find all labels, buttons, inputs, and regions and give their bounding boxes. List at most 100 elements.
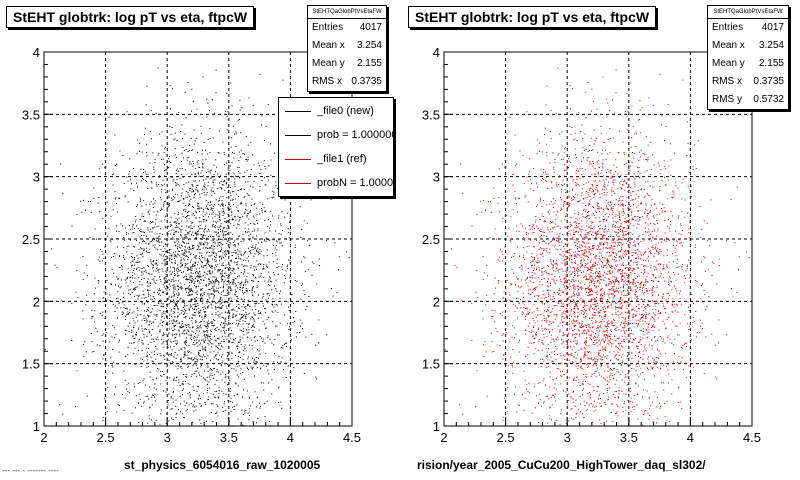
- data-point: [211, 325, 213, 326]
- data-point: [254, 335, 256, 337]
- data-point: [223, 393, 225, 395]
- data-point: [245, 208, 246, 210]
- data-point: [159, 197, 161, 198]
- data-point: [184, 133, 186, 135]
- data-point: [245, 280, 247, 282]
- data-point: [581, 174, 583, 175]
- data-point: [585, 333, 587, 335]
- data-point: [127, 313, 129, 314]
- data-point: [209, 280, 211, 282]
- data-point: [274, 338, 276, 340]
- data-point: [244, 269, 245, 271]
- data-point: [138, 340, 140, 342]
- data-point: [103, 258, 105, 260]
- data-point: [190, 163, 192, 165]
- data-point: [206, 242, 208, 244]
- data-point: [596, 306, 598, 308]
- data-point: [181, 348, 183, 350]
- data-point: [568, 333, 570, 335]
- data-point: [154, 223, 156, 225]
- data-point: [131, 260, 133, 262]
- data-point: [210, 333, 212, 335]
- data-point: [251, 280, 252, 281]
- data-point: [202, 247, 204, 249]
- data-point: [154, 396, 155, 398]
- data-point: [148, 294, 150, 295]
- data-point: [179, 322, 181, 324]
- data-point: [197, 336, 199, 338]
- data-point: [226, 294, 228, 296]
- data-point: [169, 299, 171, 301]
- data-point: [256, 214, 258, 216]
- data-point: [191, 234, 192, 236]
- data-point: [706, 222, 708, 224]
- data-point: [190, 290, 192, 292]
- data-point: [288, 306, 289, 308]
- data-point: [133, 327, 135, 329]
- data-point: [610, 209, 612, 211]
- data-point: [123, 257, 124, 259]
- data-point: [545, 329, 547, 330]
- data-point: [161, 241, 163, 243]
- data-point: [259, 336, 261, 337]
- data-point: [223, 164, 225, 165]
- data-point: [187, 350, 189, 352]
- data-point: [202, 166, 204, 168]
- data-point: [165, 380, 167, 381]
- data-point: [225, 329, 227, 331]
- data-point: [191, 299, 192, 301]
- data-point: [196, 341, 198, 343]
- data-point: [149, 241, 151, 243]
- data-point: [173, 295, 175, 297]
- data-point: [602, 167, 604, 169]
- data-point: [267, 225, 269, 227]
- data-point: [184, 352, 186, 354]
- data-point: [286, 266, 288, 267]
- data-point: [150, 261, 152, 263]
- data-point: [299, 319, 301, 321]
- data-point: [160, 409, 162, 411]
- data-point: [290, 339, 292, 341]
- data-point: [264, 280, 266, 282]
- data-point: [220, 255, 222, 257]
- data-point: [150, 396, 152, 398]
- data-point: [232, 316, 234, 318]
- data-point: [189, 268, 191, 270]
- data-point: [609, 351, 611, 353]
- data-point: [560, 371, 562, 373]
- data-point: [203, 219, 205, 221]
- data-point: [106, 411, 108, 413]
- data-point: [601, 316, 603, 318]
- data-point: [190, 334, 192, 336]
- data-point: [180, 257, 182, 259]
- data-point: [198, 327, 200, 329]
- data-point: [214, 282, 216, 284]
- data-point: [185, 327, 187, 328]
- data-point: [653, 181, 655, 183]
- data-point: [277, 387, 279, 389]
- y-tick-label: 2: [433, 294, 440, 309]
- data-point: [216, 368, 218, 370]
- data-point: [277, 402, 279, 403]
- data-point: [284, 314, 286, 316]
- data-point: [178, 330, 180, 332]
- data-point: [222, 262, 224, 264]
- data-point: [171, 335, 173, 337]
- data-point: [271, 196, 273, 198]
- data-point: [566, 215, 568, 217]
- stats-label: Mean x: [312, 40, 345, 51]
- data-point: [183, 356, 185, 358]
- data-point: [239, 177, 241, 179]
- data-point: [195, 343, 197, 345]
- data-point: [83, 355, 85, 357]
- data-point: [254, 269, 256, 271]
- data-point: [503, 297, 505, 299]
- data-point: [237, 204, 239, 206]
- data-point: [262, 265, 264, 267]
- data-point: [138, 327, 140, 329]
- data-point: [191, 88, 193, 90]
- data-point: [623, 287, 624, 289]
- data-point: [209, 289, 211, 290]
- data-point: [615, 397, 617, 399]
- data-point: [224, 376, 226, 378]
